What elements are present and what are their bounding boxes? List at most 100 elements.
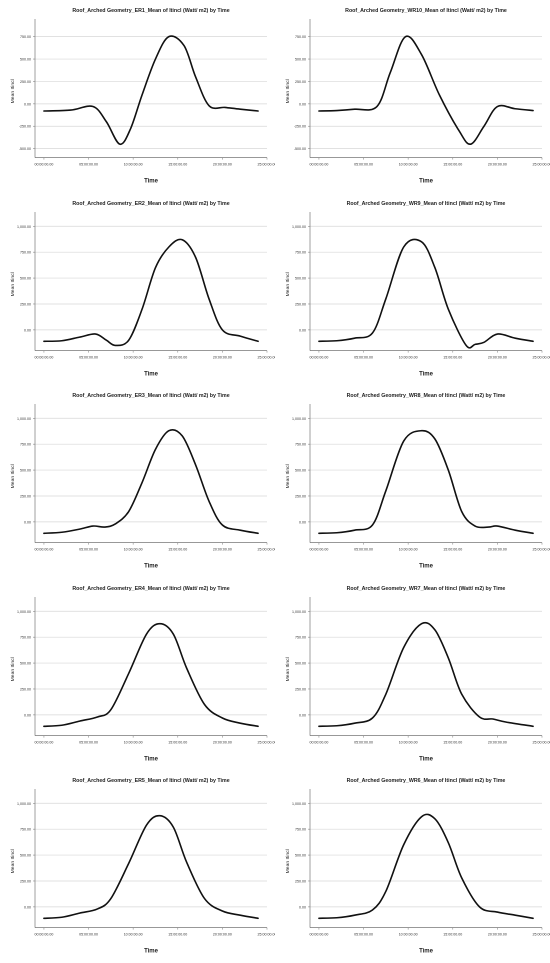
y-tick-label: -250.00 [294,125,306,129]
x-tick-label: 00:00:00.00 [34,740,53,744]
chart-title: Roof_Arched Geometry_WR7_Mean of Itincl … [347,586,506,592]
y-tick-label: 0.00 [24,713,31,717]
series-line [318,813,534,920]
x-tick-label: 25:00:00.00 [258,163,275,167]
x-tick-label: 05:00:00.00 [79,933,98,937]
y-tick-label: 500.00 [20,276,31,280]
y-tick-label: 250.00 [295,302,306,306]
y-tick-label: 750.00 [20,443,31,447]
y-tick-label: -500.00 [294,147,306,151]
x-axis-label: Time [419,756,434,762]
x-tick-label: 20:00:00.00 [488,933,507,937]
chart-panel: Roof_Arched Geometry_WR8_Mean of Itincl … [285,393,550,570]
x-tick-label: 15:00:00.00 [168,355,187,359]
chart-title: Roof_Arched Geometry_WR8_Mean of Itincl … [347,393,506,399]
chart-panel: Roof_Arched Geometry_ER2_Mean of Itincl … [10,201,275,378]
x-tick-label: 00:00:00.00 [34,548,53,552]
x-tick-label: 05:00:00.00 [79,355,98,359]
x-tick-label: 25:00:00.00 [533,548,550,552]
x-tick-label: 10:00:00.00 [124,740,143,744]
series-line [318,35,534,145]
x-tick-label: 20:00:00.00 [213,740,232,744]
chart-panel: Roof_Arched Geometry_WR7_Mean of Itincl … [285,586,550,763]
series-line [43,429,259,535]
y-tick-label: 500.00 [295,58,306,62]
x-tick-label: 05:00:00.00 [79,548,98,552]
y-axis-label: Mean Itincl [10,657,16,681]
chart-panel: Roof_Arched Geometry_WR10_Mean of Itincl… [285,8,550,185]
x-tick-label: 20:00:00.00 [213,163,232,167]
chart-panel: Roof_Arched Geometry_ER4_Mean of Itincl … [10,586,275,763]
y-tick-label: 0.00 [299,906,306,910]
x-tick-label: 15:00:00.00 [443,355,462,359]
x-tick-label: 25:00:00.00 [258,355,275,359]
x-axis-label: Time [419,949,434,955]
x-tick-label: 10:00:00.00 [399,933,418,937]
y-tick-label: 500.00 [295,469,306,473]
x-tick-label: 05:00:00.00 [79,163,98,167]
y-tick-label: 1,000.00 [17,417,31,421]
y-tick-label: 750.00 [295,635,306,639]
y-tick-label: 750.00 [295,828,306,832]
y-tick-label: 250.00 [295,687,306,691]
x-tick-label: 05:00:00.00 [354,933,373,937]
x-tick-label: 05:00:00.00 [354,548,373,552]
x-tick-label: 25:00:00.00 [533,740,550,744]
chart-panel: Roof_Arched Geometry_WR9_Mean of Itincl … [285,201,550,378]
y-tick-label: 500.00 [20,854,31,858]
y-tick-label: 750.00 [20,635,31,639]
y-tick-label: 1,000.00 [17,802,31,806]
x-tick-label: 15:00:00.00 [443,548,462,552]
y-tick-label: 1,000.00 [292,610,306,614]
x-tick-label: 25:00:00.00 [533,355,550,359]
y-tick-label: 500.00 [20,661,31,665]
y-tick-label: 250.00 [20,80,31,84]
x-tick-label: 20:00:00.00 [488,740,507,744]
x-tick-label: 25:00:00.00 [533,933,550,937]
y-axis-label: Mean Itincl [10,79,16,103]
x-tick-label: 15:00:00.00 [168,933,187,937]
x-tick-label: 10:00:00.00 [399,163,418,167]
x-tick-label: 15:00:00.00 [168,163,187,167]
x-tick-label: 10:00:00.00 [124,355,143,359]
series-line [318,430,534,535]
series-line [318,238,534,349]
y-tick-label: 1,000.00 [292,224,306,228]
x-tick-label: 20:00:00.00 [488,548,507,552]
y-tick-label: 250.00 [295,880,306,884]
y-tick-label: 250.00 [20,302,31,306]
x-axis-label: Time [419,371,434,377]
x-tick-label: 25:00:00.00 [533,163,550,167]
x-tick-label: 25:00:00.00 [258,740,275,744]
x-tick-label: 20:00:00.00 [213,933,232,937]
y-tick-label: 250.00 [20,880,31,884]
y-axis-label: Mean Itincl [285,657,291,681]
chart-panel: Roof_Arched Geometry_ER5_Mean of Itincl … [10,778,275,955]
y-tick-label: 500.00 [20,469,31,473]
y-tick-label: 250.00 [295,495,306,499]
x-tick-label: 00:00:00.00 [309,163,328,167]
x-tick-label: 25:00:00.00 [258,933,275,937]
x-tick-label: 20:00:00.00 [213,548,232,552]
x-tick-label: 25:00:00.00 [258,548,275,552]
x-axis-label: Time [144,179,159,185]
y-tick-label: 250.00 [20,687,31,691]
series-line [43,238,259,346]
x-tick-label: 10:00:00.00 [124,933,143,937]
y-tick-label: 0.00 [299,328,306,332]
y-axis-label: Mean Itincl [285,464,291,488]
x-tick-label: 15:00:00.00 [443,740,462,744]
series-line [318,621,534,727]
x-tick-label: 10:00:00.00 [399,548,418,552]
chart-title: Roof_Arched Geometry_ER2_Mean of Itincl … [72,201,229,207]
y-tick-label: 1,000.00 [17,610,31,614]
chart-title: Roof_Arched Geometry_ER1_Mean of Itincl … [72,8,229,14]
y-tick-label: 0.00 [299,713,306,717]
x-tick-label: 10:00:00.00 [399,740,418,744]
x-tick-label: 05:00:00.00 [79,740,98,744]
x-tick-label: 15:00:00.00 [168,548,187,552]
chart-panel: Roof_Arched Geometry_ER1_Mean of Itincl … [10,8,275,185]
x-tick-label: 00:00:00.00 [34,355,53,359]
y-tick-label: 250.00 [20,495,31,499]
y-tick-label: 500.00 [295,854,306,858]
